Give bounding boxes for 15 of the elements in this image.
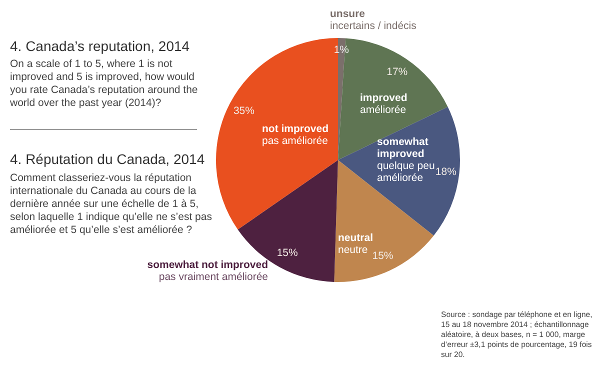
text: 4. Réputation du Canada, 2014 [10,151,206,167]
text: On a scale of 1 to 5, where 1 is not improved and 5 is improved, how would you rate Canada’s reputation around the world over the past year (2014)? [10,58,199,110]
slice-label: somewhat not improved pas vraiment améliorée [147,259,268,283]
slice-label: improved améliorée [360,92,408,116]
text: 4. Canada’s reputation, 2014 [10,38,191,54]
data-label: 18% [435,166,456,178]
data-label: 17% [386,66,408,78]
text: Comment classeriez-vous la réputation internationale du Canada au cours de la dernière année sur une échelle de 1 à 5, selon laquelle 1 indique qu’elle ne s’est pas améliorée et 5 qu’elle s’est améliorée ? [10,172,213,237]
data-label: 15% [276,247,298,260]
data-label: 15% [372,250,394,262]
slice-label: neutral neutre [338,232,374,256]
slice-label: not improved pas améliorée [262,123,329,147]
slice-label: somewhat improved quelque peu améliorée [377,136,435,184]
data-label: 35% [233,104,254,117]
slice-label: unsure incertains / indécis [330,8,416,32]
